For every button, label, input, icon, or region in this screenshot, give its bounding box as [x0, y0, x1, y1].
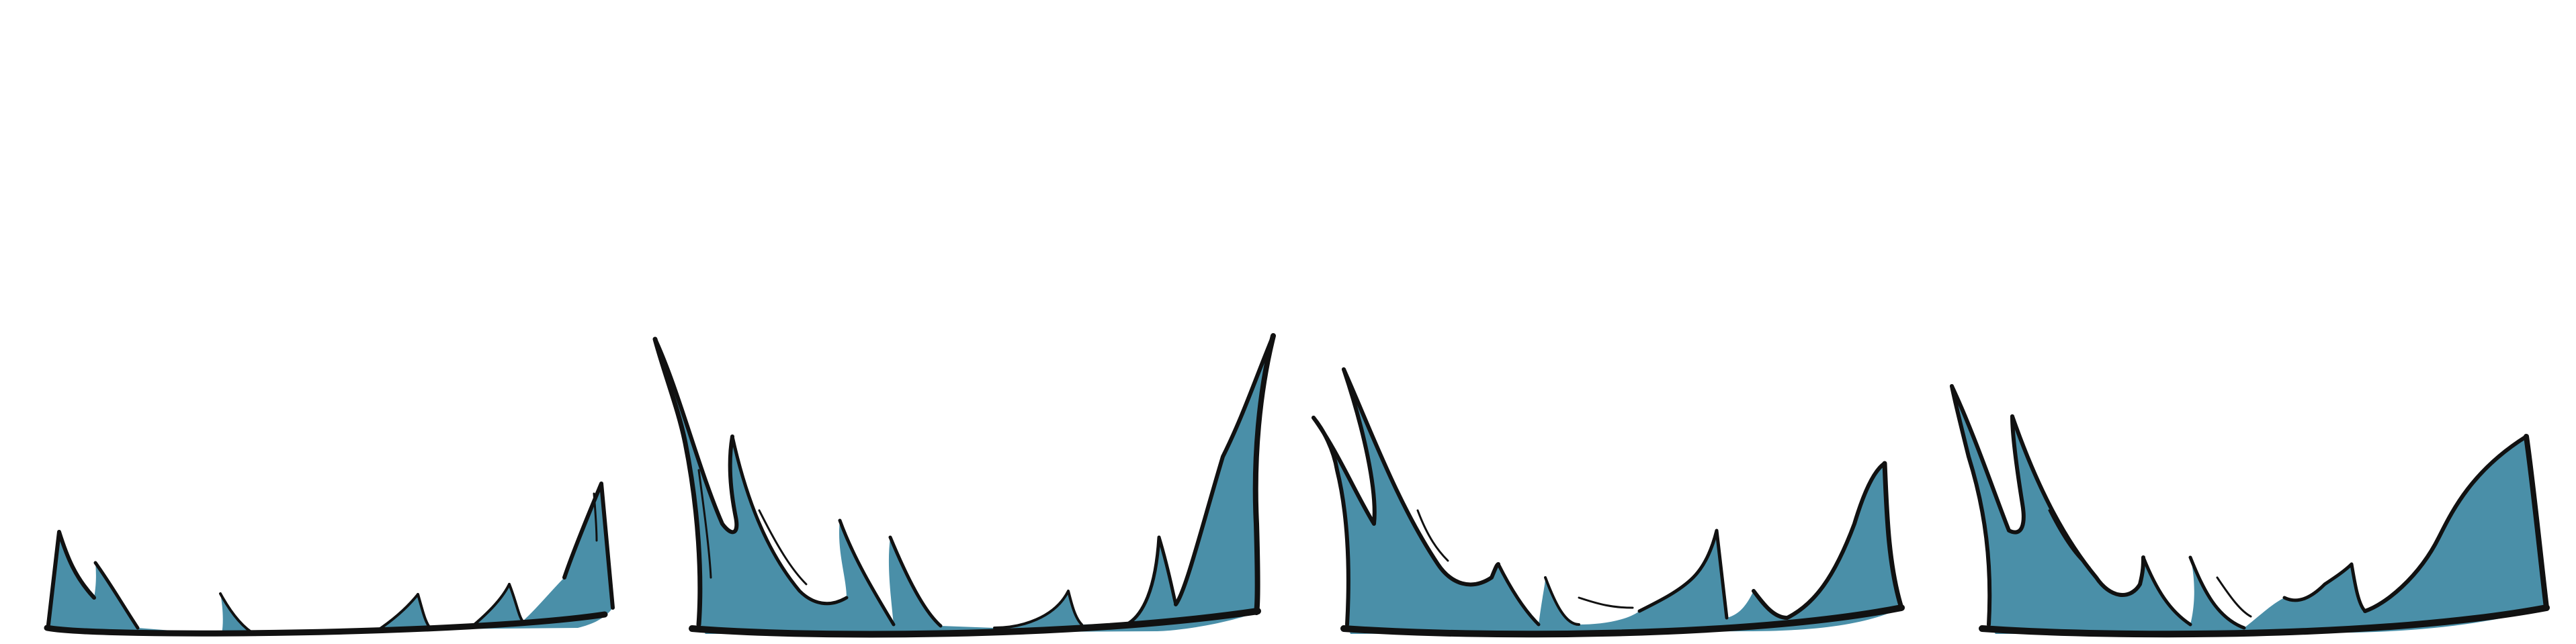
grass-frame-3 [1312, 367, 1905, 638]
grass-frame-3-outline [1312, 367, 1905, 638]
grass-frame-4-body [1952, 386, 2546, 634]
grass-frame-1-body [48, 484, 613, 635]
grass-frame-4 [1950, 384, 2550, 638]
grass-frame-2-outline [652, 333, 1276, 638]
grass-frame-2 [652, 333, 1276, 638]
grass-frame-1 [44, 481, 615, 637]
grass-frame-4-outline [1950, 384, 2550, 638]
grass-frame-3-body [1314, 369, 1901, 634]
grass-frame-2-body [655, 336, 1273, 634]
grass-frame-1-outline [44, 481, 615, 637]
